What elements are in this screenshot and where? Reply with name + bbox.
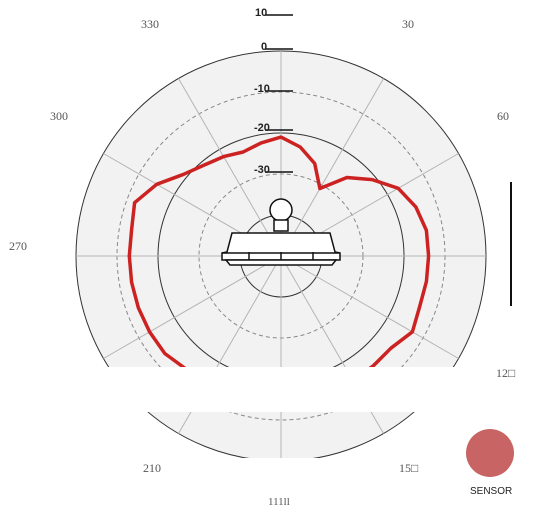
angle-label-30: 30 bbox=[402, 17, 414, 31]
device-drawing bbox=[221, 198, 341, 266]
device-ball bbox=[269, 198, 293, 222]
angle-label-330: 330 bbox=[141, 17, 159, 31]
radial-label-minus10: -10 bbox=[254, 83, 270, 95]
device-base bbox=[224, 259, 338, 266]
radial-label-10: 10 bbox=[255, 7, 268, 19]
grid-spoke bbox=[280, 255, 459, 359]
angle-label-210: 210 bbox=[143, 461, 161, 475]
grid-spoke bbox=[280, 78, 384, 257]
sensor-label: SENSOR bbox=[470, 486, 513, 497]
radial-label-0: 0 bbox=[261, 41, 268, 53]
angle-label-60: 60 bbox=[497, 109, 509, 123]
angle-label-300: 300 bbox=[50, 109, 68, 123]
image-gap bbox=[0, 367, 536, 412]
vertical-bar bbox=[510, 182, 512, 306]
grid-spoke bbox=[103, 255, 282, 359]
angle-label-120: 12□ bbox=[496, 366, 516, 380]
radial-label-minus30: -30 bbox=[254, 164, 270, 176]
device-neck bbox=[273, 219, 289, 232]
sensor-dot[interactable] bbox=[466, 429, 514, 477]
angle-label-150: 15□ bbox=[399, 461, 419, 475]
grid-spoke bbox=[178, 78, 282, 257]
bottom-text: 111ll bbox=[268, 496, 290, 508]
radial-label-minus20: -20 bbox=[254, 122, 270, 134]
angle-label-270: 270 bbox=[9, 239, 27, 253]
image-gap-bottom bbox=[0, 458, 536, 512]
radial-tick-marks bbox=[265, 14, 293, 173]
